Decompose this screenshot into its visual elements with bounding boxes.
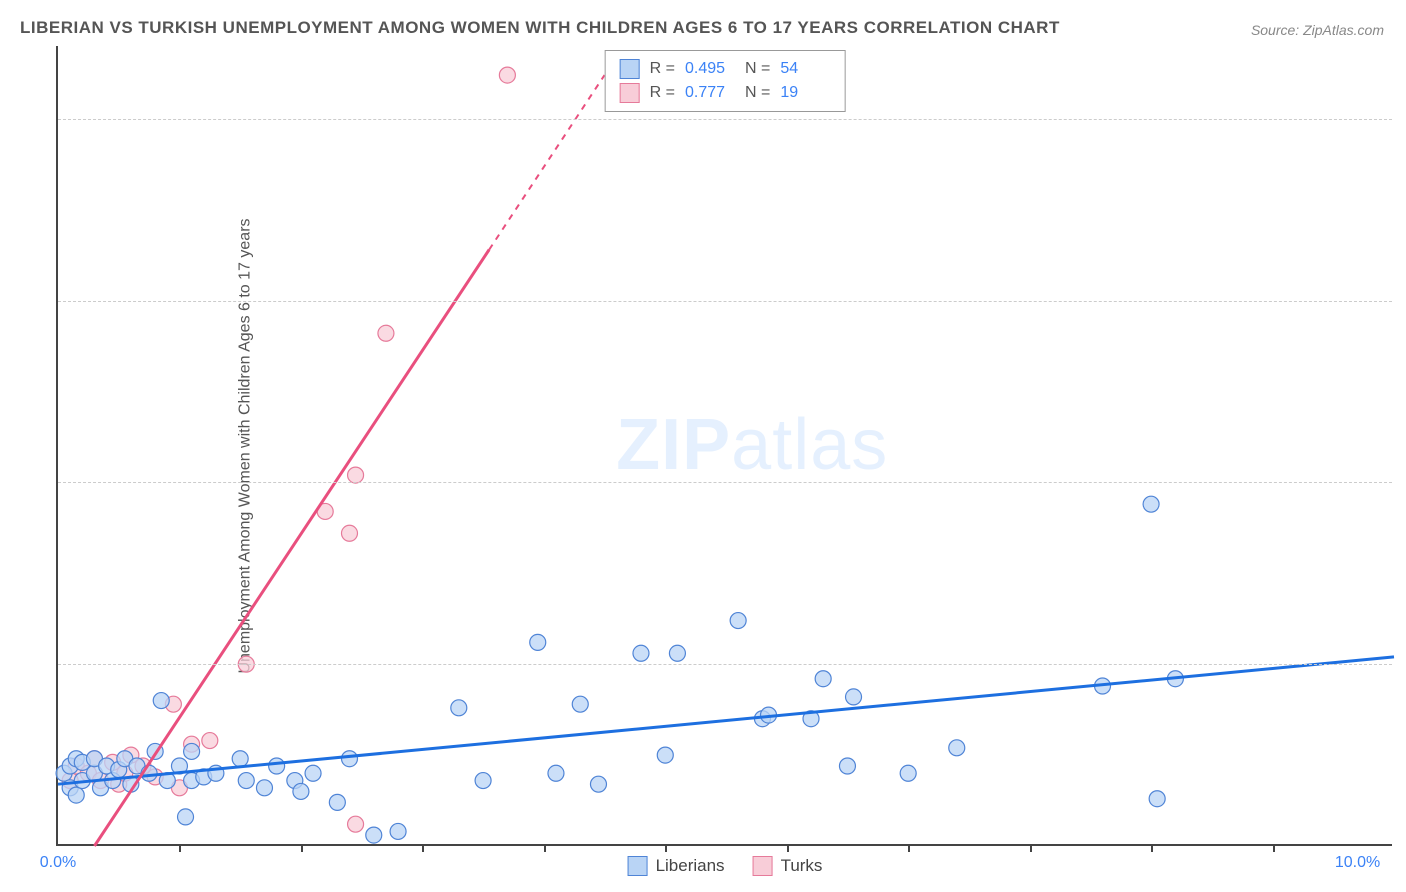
- trend-line-turks-dashed: [489, 75, 604, 250]
- gridline: [58, 301, 1392, 302]
- plot-area: ZIPatlas R = 0.495 N = 54 R = 0.777 N = …: [56, 46, 1392, 846]
- data-point: [451, 700, 467, 716]
- n-label: N =: [745, 81, 770, 105]
- swatch-turks: [620, 83, 640, 103]
- swatch-liberians: [628, 856, 648, 876]
- n-label: N =: [745, 57, 770, 81]
- r-label: R =: [650, 81, 675, 105]
- data-point: [238, 773, 254, 789]
- x-tick: [787, 844, 789, 852]
- data-point: [730, 613, 746, 629]
- data-point: [390, 823, 406, 839]
- chart-title: LIBERIAN VS TURKISH UNEMPLOYMENT AMONG W…: [20, 18, 1060, 38]
- n-value-liberians: 54: [780, 57, 830, 81]
- data-point: [590, 776, 606, 792]
- data-point: [900, 765, 916, 781]
- data-point: [846, 689, 862, 705]
- trend-line-turks: [94, 250, 489, 846]
- data-point: [348, 467, 364, 483]
- data-point: [329, 794, 345, 810]
- swatch-liberians: [620, 59, 640, 79]
- n-value-turks: 19: [780, 81, 830, 105]
- data-point: [202, 733, 218, 749]
- data-point: [341, 525, 357, 541]
- data-point: [949, 740, 965, 756]
- data-point: [305, 765, 321, 781]
- data-point: [348, 816, 364, 832]
- x-tick: [1151, 844, 1153, 852]
- x-tick: [422, 844, 424, 852]
- series-legend: Liberians Turks: [628, 856, 823, 876]
- trend-line-liberians: [58, 657, 1394, 784]
- data-point: [178, 809, 194, 825]
- data-point: [572, 696, 588, 712]
- data-point: [839, 758, 855, 774]
- data-point: [1149, 791, 1165, 807]
- x-tick: [665, 844, 667, 852]
- x-tick-label: 10.0%: [1335, 854, 1380, 872]
- source-label: Source: ZipAtlas.com: [1251, 22, 1384, 38]
- gridline: [58, 482, 1392, 483]
- data-point: [269, 758, 285, 774]
- data-point: [1143, 496, 1159, 512]
- data-point: [499, 67, 515, 83]
- r-label: R =: [650, 57, 675, 81]
- data-point: [815, 671, 831, 687]
- data-point: [232, 751, 248, 767]
- data-point: [657, 747, 673, 763]
- x-tick: [179, 844, 181, 852]
- legend-item-liberians: Liberians: [628, 856, 725, 876]
- plot-svg: [58, 46, 1392, 844]
- legend-label-turks: Turks: [781, 856, 823, 876]
- data-point: [153, 693, 169, 709]
- stat-legend-row-liberians: R = 0.495 N = 54: [620, 57, 831, 81]
- data-point: [475, 773, 491, 789]
- swatch-turks: [753, 856, 773, 876]
- data-point: [530, 634, 546, 650]
- data-point: [633, 645, 649, 661]
- data-point: [293, 783, 309, 799]
- x-tick: [301, 844, 303, 852]
- stat-legend-row-turks: R = 0.777 N = 19: [620, 81, 831, 105]
- legend-label-liberians: Liberians: [656, 856, 725, 876]
- x-tick-label: 0.0%: [40, 854, 76, 872]
- data-point: [341, 751, 357, 767]
- stat-legend: R = 0.495 N = 54 R = 0.777 N = 19: [605, 50, 846, 112]
- r-value-liberians: 0.495: [685, 57, 735, 81]
- x-tick: [908, 844, 910, 852]
- gridline: [58, 119, 1392, 120]
- x-tick: [1030, 844, 1032, 852]
- legend-item-turks: Turks: [753, 856, 823, 876]
- gridline: [58, 664, 1392, 665]
- data-point: [366, 827, 382, 843]
- r-value-turks: 0.777: [685, 81, 735, 105]
- data-point: [548, 765, 564, 781]
- data-point: [184, 743, 200, 759]
- data-point: [378, 325, 394, 341]
- data-point: [256, 780, 272, 796]
- data-point: [68, 787, 84, 803]
- x-tick: [1273, 844, 1275, 852]
- data-point: [669, 645, 685, 661]
- x-tick: [544, 844, 546, 852]
